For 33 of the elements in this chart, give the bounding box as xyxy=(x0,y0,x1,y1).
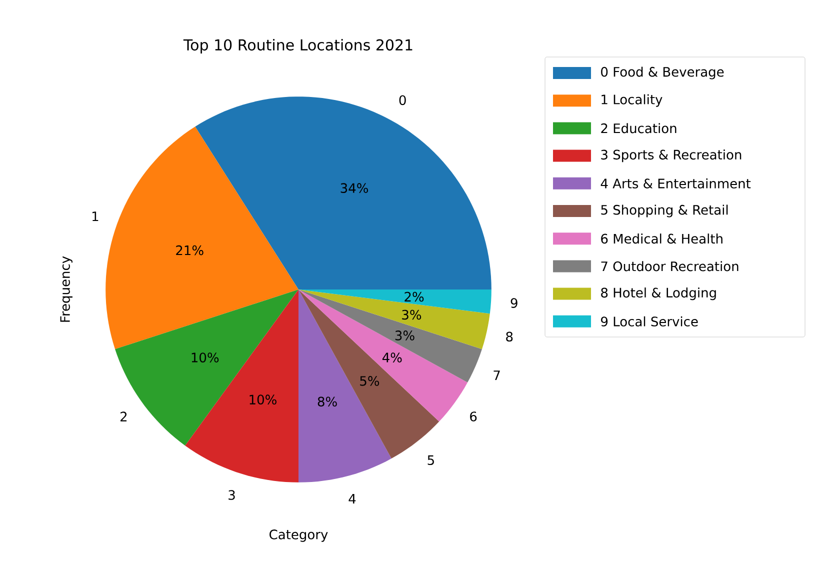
text: 4 xyxy=(348,494,356,504)
legend-label: 5 Shopping & Retail xyxy=(601,204,728,218)
data-label: 10% xyxy=(250,394,276,405)
text: Category xyxy=(270,530,328,542)
data-label: 4% xyxy=(382,352,402,362)
text: 7 xyxy=(494,370,500,380)
text: 9 xyxy=(510,298,518,308)
text: 3 xyxy=(228,490,235,500)
text: 2 xyxy=(120,412,127,422)
legend-label: 8 Hotel & Lodging xyxy=(601,288,716,300)
legend-label: 1 Locality xyxy=(602,94,662,107)
text: 5 xyxy=(428,455,434,466)
legend-label: 4 Arts & Entertainment xyxy=(600,178,751,188)
legend-label: 9 Local Service xyxy=(601,316,698,326)
chart-title: Top 10 Routine Locations 2021 xyxy=(183,38,412,54)
legend-label: 0 Food & Beverage xyxy=(601,66,724,80)
legend-label: 3 Sports & Recreation xyxy=(601,150,742,162)
data-label: 34% xyxy=(340,183,368,193)
text: 8 xyxy=(506,332,513,342)
legend-label: 2 Education xyxy=(601,123,676,134)
legend-label: 7 Outdoor Recreation xyxy=(601,261,738,272)
data-label: 3% xyxy=(395,330,414,340)
data-label: 2% xyxy=(404,292,424,302)
data-label: 3% xyxy=(402,310,422,320)
data-label: 10% xyxy=(192,352,219,362)
data-label: 8% xyxy=(318,396,337,407)
text: 0 xyxy=(399,95,406,106)
text: 6 xyxy=(470,412,477,422)
data-label: 5% xyxy=(360,376,380,386)
text: Frequency xyxy=(60,256,72,322)
legend-label: 6 Medical & Health xyxy=(601,234,722,244)
text: 1 xyxy=(92,212,98,222)
data-label: 21% xyxy=(176,245,204,256)
